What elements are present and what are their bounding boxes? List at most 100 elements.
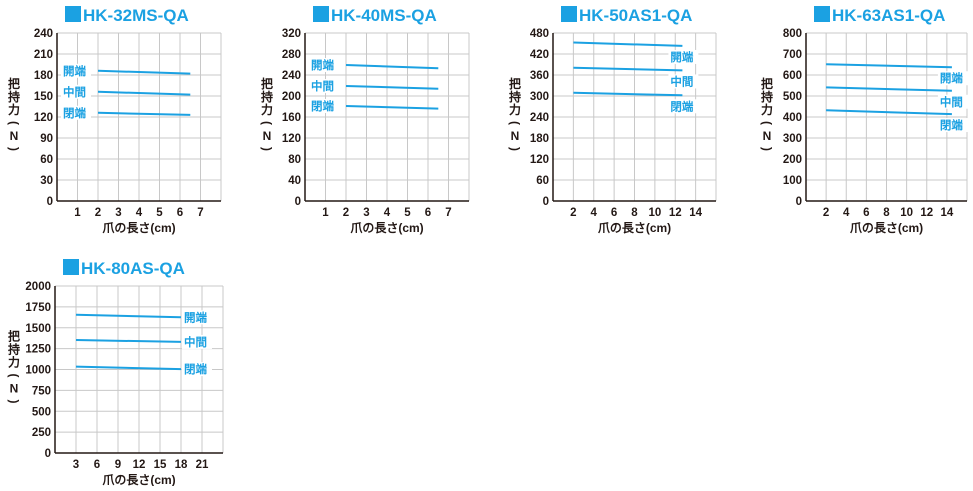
y-axis-title-char: N: [763, 129, 772, 143]
series-label: 閉端: [940, 118, 963, 132]
y-tick-label: 2000: [25, 281, 51, 293]
y-axis-title-char: ): [760, 147, 774, 151]
series-label: 閉端: [184, 362, 207, 376]
series-line: [573, 66, 683, 72]
y-axis-title-char: 力: [8, 355, 20, 370]
series-label-bg: [61, 63, 91, 78]
chart-title: HK-32MS-QA: [83, 6, 189, 25]
y-axis-title-char: 持: [761, 89, 773, 104]
series-label-bg: [182, 362, 212, 377]
y-tick-label: 1000: [25, 365, 51, 377]
chart-svg: HK-32MS-QA 0 30 60 90 120 150 180 210 240 1 2 3 4 5 6 7 爪…: [7, 6, 222, 235]
y-axis-title-char: 力: [509, 102, 521, 117]
x-tick-label: 14: [940, 207, 953, 219]
y-axis-title-char: 持: [8, 89, 20, 104]
chart-panel: HK-32MS-QA 0 30 60 90 120 150 180 210 240 1 2 3 4 5 6 7 爪…: [0, 0, 228, 240]
y-tick-label: 30: [40, 175, 53, 187]
y-tick-label: 320: [282, 28, 301, 40]
x-tick-label: 7: [197, 207, 203, 219]
x-tick-label: 8: [883, 207, 890, 219]
series-line: [75, 313, 182, 319]
chart-title: HK-50AS1-QA: [579, 6, 692, 25]
y-tick-label: 500: [783, 91, 802, 103]
y-tick-label: 0: [47, 196, 53, 208]
x-tick-label: 21: [196, 459, 209, 471]
x-tick-label: 6: [425, 207, 431, 219]
chart-title: HK-80AS-QA: [81, 259, 185, 278]
x-tick-label: 4: [384, 207, 391, 219]
series-line: [826, 109, 952, 116]
x-tick-label: 2: [570, 207, 576, 219]
title-square-icon: [561, 6, 577, 22]
x-tick-label: 1: [322, 207, 329, 219]
x-axis-title: 爪の長さ(cm): [598, 220, 671, 235]
series-label: 開端: [670, 50, 693, 64]
chart-title: HK-40MS-QA: [331, 6, 437, 25]
y-tick-label: 60: [40, 154, 53, 166]
x-tick-label: 18: [175, 459, 188, 471]
grid: [553, 32, 717, 201]
grid: [305, 32, 470, 201]
y-tick-label: 0: [543, 196, 549, 208]
series-label-bg: [309, 98, 339, 113]
y-tick-label: 40: [288, 175, 301, 187]
series-label: 中間: [940, 95, 963, 109]
y-tick-label: 210: [34, 49, 53, 61]
y-tick-label: 1250: [25, 344, 51, 356]
y-axis-title-char: (: [7, 374, 21, 378]
y-tick-label: 700: [783, 49, 802, 61]
y-tick-label: 180: [530, 133, 549, 145]
y-axis-title-char: ): [7, 400, 21, 404]
series-line: [826, 86, 952, 92]
y-axis-title-char: 持: [509, 89, 521, 104]
series-line: [75, 339, 182, 343]
series-label-bg: [309, 58, 339, 73]
series-label-bg: [61, 84, 91, 99]
y-tick-label: 750: [32, 385, 51, 397]
chart-panel: HK-50AS1-QA 0 60 120 180 240 300 360 420 480 2 4 6 8 1…: [495, 0, 723, 240]
x-tick-label: 6: [863, 207, 869, 219]
series-line: [573, 41, 683, 47]
x-tick-label: 9: [115, 459, 121, 471]
y-axis-title-char: 力: [8, 102, 20, 117]
title-square-icon: [814, 6, 830, 22]
y-tick-label: 120: [34, 112, 53, 124]
y-axis-title-char: 持: [261, 89, 273, 104]
y-tick-label: 1750: [25, 302, 51, 314]
y-axis-title-char: 把: [8, 76, 20, 91]
y-tick-label: 480: [530, 28, 549, 40]
y-tick-label: 800: [783, 28, 802, 40]
x-tick-label: 3: [363, 207, 369, 219]
y-axis-title-char: N: [511, 129, 520, 143]
grid: [806, 32, 968, 201]
x-tick-label: 12: [133, 459, 146, 471]
series-label: 開端: [311, 58, 334, 72]
y-tick-label: 100: [783, 175, 802, 187]
x-tick-label: 10: [648, 207, 661, 219]
x-tick-label: 15: [154, 459, 167, 471]
x-tick-label: 12: [669, 207, 682, 219]
y-tick-label: 160: [282, 112, 301, 124]
series-label-bg: [668, 99, 699, 114]
y-axis-title-char: 把: [509, 76, 521, 91]
series-label: 中間: [63, 85, 86, 99]
y-tick-label: 240: [34, 28, 53, 40]
series-line: [97, 69, 191, 75]
x-tick-label: 10: [900, 207, 913, 219]
y-tick-label: 240: [530, 112, 549, 124]
title-square-icon: [313, 6, 329, 22]
series-label: 開端: [184, 310, 207, 324]
y-tick-label: 280: [282, 49, 301, 61]
y-axis-title-char: ): [508, 147, 522, 151]
x-tick-label: 4: [843, 207, 850, 219]
y-tick-label: 0: [45, 448, 51, 460]
y-tick-label: 120: [282, 133, 301, 145]
x-axis-title: 爪の長さ(cm): [102, 472, 175, 486]
series-label-bg: [668, 74, 699, 89]
series-label-bg: [182, 334, 212, 349]
chart-title: HK-63AS1-QA: [832, 6, 945, 25]
series-line: [97, 111, 191, 116]
chart-panel: HK-40MS-QA 0 40 80 120 160 200 240 280 320 1 2 3 4 5 6 7…: [245, 0, 473, 240]
y-tick-label: 0: [295, 196, 301, 208]
